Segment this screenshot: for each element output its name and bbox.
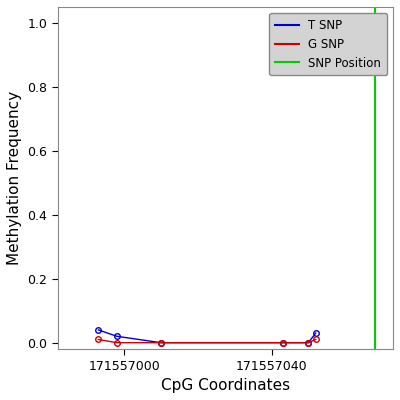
Legend: T SNP, G SNP, SNP Position: T SNP, G SNP, SNP Position [270, 13, 387, 76]
X-axis label: CpG Coordinates: CpG Coordinates [161, 378, 290, 393]
Y-axis label: Methylation Frequency: Methylation Frequency [7, 91, 22, 265]
